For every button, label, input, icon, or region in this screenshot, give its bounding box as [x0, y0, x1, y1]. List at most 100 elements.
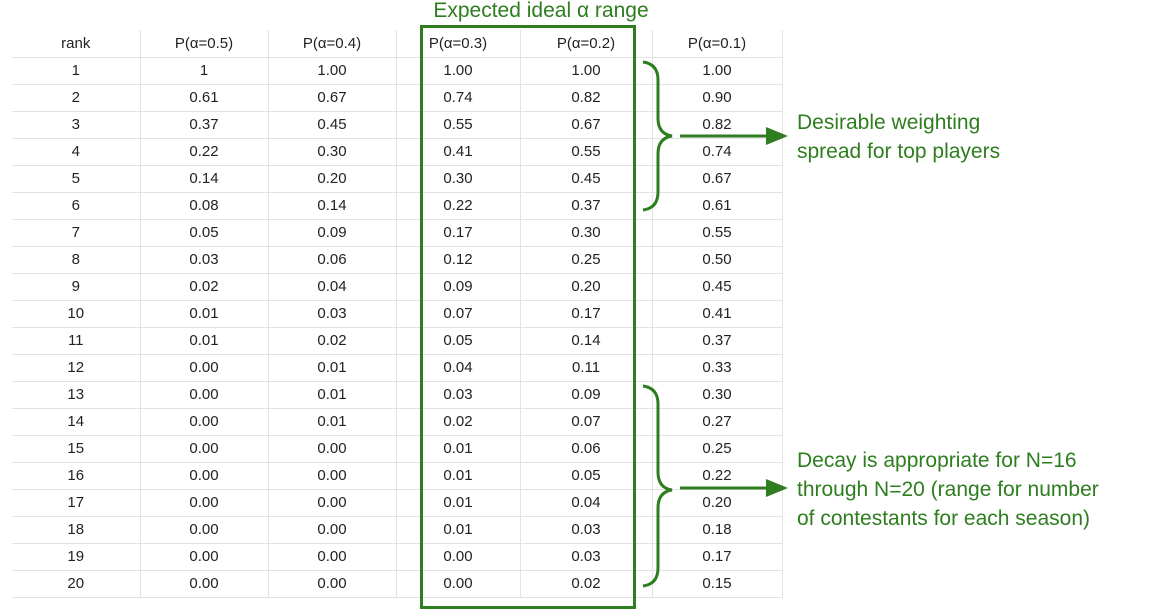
cell-alpha-0-1[interactable]: 0.82 [652, 111, 783, 139]
cell-alpha-0-2[interactable]: 0.02 [520, 570, 653, 598]
cell-rank[interactable]: 9 [12, 273, 141, 301]
cell-alpha-0-4[interactable]: 0.03 [268, 300, 397, 328]
cell-alpha-0-4[interactable]: 0.45 [268, 111, 397, 139]
cell-rank[interactable]: 17 [12, 489, 141, 517]
cell-alpha-0-4[interactable]: 0.00 [268, 435, 397, 463]
cell-alpha-0-3[interactable]: 0.12 [396, 246, 521, 274]
cell-alpha-0-5[interactable]: 0.00 [140, 435, 269, 463]
cell-rank[interactable]: 3 [12, 111, 141, 139]
cell-alpha-0-2[interactable]: 0.04 [520, 489, 653, 517]
cell-alpha-0-2[interactable]: 0.45 [520, 165, 653, 193]
cell-rank[interactable]: 13 [12, 381, 141, 409]
cell-alpha-0-3[interactable]: 0.22 [396, 192, 521, 220]
cell-alpha-0-1[interactable]: 0.33 [652, 354, 783, 382]
cell-alpha-0-3[interactable]: 0.01 [396, 516, 521, 544]
cell-alpha-0-3[interactable]: 0.00 [396, 543, 521, 571]
cell-alpha-0-5[interactable]: 0.00 [140, 543, 269, 571]
cell-alpha-0-1[interactable]: 0.25 [652, 435, 783, 463]
cell-alpha-0-3[interactable]: 0.07 [396, 300, 521, 328]
cell-alpha-0-1[interactable]: 0.74 [652, 138, 783, 166]
cell-alpha-0-5[interactable]: 0.01 [140, 300, 269, 328]
cell-alpha-0-3[interactable]: 0.01 [396, 489, 521, 517]
cell-alpha-0-3[interactable]: 0.01 [396, 435, 521, 463]
cell-rank[interactable]: 1 [12, 57, 141, 85]
cell-alpha-0-5[interactable]: 0.08 [140, 192, 269, 220]
cell-alpha-0-1[interactable]: 0.30 [652, 381, 783, 409]
cell-alpha-0-5[interactable]: 0.00 [140, 570, 269, 598]
cell-alpha-0-5[interactable]: 0.00 [140, 489, 269, 517]
cell-alpha-0-1[interactable]: 0.90 [652, 84, 783, 112]
cell-alpha-0-1[interactable]: 0.22 [652, 462, 783, 490]
cell-alpha-0-1[interactable]: 0.41 [652, 300, 783, 328]
cell-alpha-0-5[interactable]: 0.14 [140, 165, 269, 193]
cell-rank[interactable]: 10 [12, 300, 141, 328]
cell-alpha-0-3[interactable]: 0.00 [396, 570, 521, 598]
cell-alpha-0-5[interactable]: 0.02 [140, 273, 269, 301]
cell-rank[interactable]: 16 [12, 462, 141, 490]
cell-alpha-0-3[interactable]: 0.41 [396, 138, 521, 166]
cell-alpha-0-5[interactable]: 0.00 [140, 408, 269, 436]
cell-alpha-0-4[interactable]: 0.14 [268, 192, 397, 220]
cell-rank[interactable]: 8 [12, 246, 141, 274]
cell-alpha-0-5[interactable]: 0.61 [140, 84, 269, 112]
cell-alpha-0-3[interactable]: 0.01 [396, 462, 521, 490]
cell-alpha-0-5[interactable]: 0.01 [140, 327, 269, 355]
cell-alpha-0-2[interactable]: 0.25 [520, 246, 653, 274]
col-header-alpha-0-1[interactable]: P(α=0.1) [652, 30, 783, 58]
cell-alpha-0-4[interactable]: 0.01 [268, 381, 397, 409]
cell-alpha-0-3[interactable]: 0.03 [396, 381, 521, 409]
cell-alpha-0-2[interactable]: 0.06 [520, 435, 653, 463]
cell-alpha-0-2[interactable]: 0.17 [520, 300, 653, 328]
cell-alpha-0-2[interactable]: 0.20 [520, 273, 653, 301]
cell-rank[interactable]: 19 [12, 543, 141, 571]
cell-alpha-0-1[interactable]: 0.17 [652, 543, 783, 571]
cell-alpha-0-4[interactable]: 0.02 [268, 327, 397, 355]
cell-alpha-0-2[interactable]: 0.03 [520, 543, 653, 571]
cell-alpha-0-5[interactable]: 0.00 [140, 462, 269, 490]
cell-alpha-0-1[interactable]: 0.67 [652, 165, 783, 193]
cell-alpha-0-3[interactable]: 0.02 [396, 408, 521, 436]
cell-alpha-0-3[interactable]: 0.30 [396, 165, 521, 193]
cell-alpha-0-5[interactable]: 0.00 [140, 516, 269, 544]
cell-alpha-0-5[interactable]: 0.03 [140, 246, 269, 274]
cell-alpha-0-4[interactable]: 0.01 [268, 408, 397, 436]
cell-alpha-0-2[interactable]: 0.37 [520, 192, 653, 220]
cell-alpha-0-3[interactable]: 0.04 [396, 354, 521, 382]
cell-alpha-0-1[interactable]: 0.15 [652, 570, 783, 598]
cell-alpha-0-2[interactable]: 0.03 [520, 516, 653, 544]
cell-alpha-0-1[interactable]: 0.55 [652, 219, 783, 247]
cell-alpha-0-5[interactable]: 1 [140, 57, 269, 85]
cell-alpha-0-3[interactable]: 0.17 [396, 219, 521, 247]
cell-alpha-0-4[interactable]: 0.06 [268, 246, 397, 274]
cell-rank[interactable]: 12 [12, 354, 141, 382]
cell-rank[interactable]: 5 [12, 165, 141, 193]
cell-alpha-0-4[interactable]: 0.00 [268, 462, 397, 490]
cell-rank[interactable]: 6 [12, 192, 141, 220]
cell-alpha-0-4[interactable]: 0.20 [268, 165, 397, 193]
cell-alpha-0-3[interactable]: 0.74 [396, 84, 521, 112]
cell-alpha-0-4[interactable]: 0.00 [268, 543, 397, 571]
cell-alpha-0-3[interactable]: 0.05 [396, 327, 521, 355]
cell-alpha-0-2[interactable]: 0.82 [520, 84, 653, 112]
cell-alpha-0-4[interactable]: 0.01 [268, 354, 397, 382]
cell-alpha-0-1[interactable]: 0.18 [652, 516, 783, 544]
cell-alpha-0-5[interactable]: 0.00 [140, 381, 269, 409]
cell-alpha-0-3[interactable]: 0.09 [396, 273, 521, 301]
cell-alpha-0-1[interactable]: 0.50 [652, 246, 783, 274]
cell-alpha-0-4[interactable]: 1.00 [268, 57, 397, 85]
cell-rank[interactable]: 7 [12, 219, 141, 247]
cell-rank[interactable]: 2 [12, 84, 141, 112]
cell-alpha-0-5[interactable]: 0.22 [140, 138, 269, 166]
cell-alpha-0-4[interactable]: 0.00 [268, 516, 397, 544]
cell-alpha-0-3[interactable]: 1.00 [396, 57, 521, 85]
cell-alpha-0-2[interactable]: 0.30 [520, 219, 653, 247]
cell-alpha-0-2[interactable]: 0.11 [520, 354, 653, 382]
cell-alpha-0-5[interactable]: 0.00 [140, 354, 269, 382]
cell-alpha-0-3[interactable]: 0.55 [396, 111, 521, 139]
cell-rank[interactable]: 14 [12, 408, 141, 436]
cell-alpha-0-1[interactable]: 0.20 [652, 489, 783, 517]
cell-alpha-0-2[interactable]: 0.07 [520, 408, 653, 436]
cell-alpha-0-1[interactable]: 0.37 [652, 327, 783, 355]
cell-alpha-0-2[interactable]: 0.55 [520, 138, 653, 166]
cell-alpha-0-1[interactable]: 1.00 [652, 57, 783, 85]
